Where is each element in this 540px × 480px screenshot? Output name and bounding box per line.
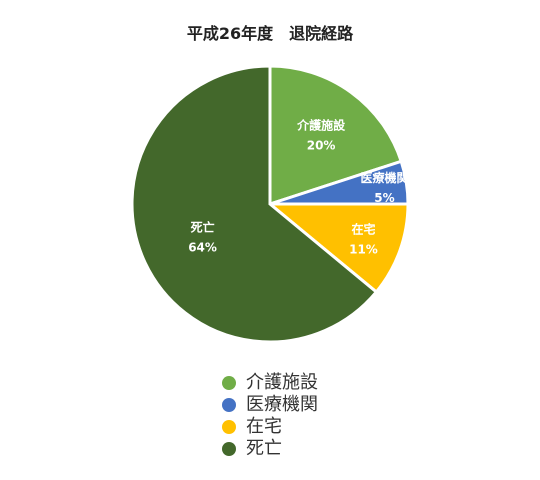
- legend-label-nursing-facility: 介護施設: [246, 372, 318, 393]
- legend-label-medical-institution: 医療機関: [246, 394, 318, 415]
- slice-percent-label-home: 11%: [349, 243, 378, 257]
- slice-category-label-nursing-facility: 介護施設: [296, 118, 346, 133]
- legend-item-home: 在宅: [222, 416, 318, 438]
- pie-slice-home: [265, 202, 410, 295]
- slice-percent-label-nursing-facility: 20%: [307, 139, 336, 153]
- slice-category-label-home: 在宅: [351, 222, 375, 237]
- legend-item-nursing-facility: 介護施設: [222, 372, 318, 394]
- legend-swatch-nursing-facility: [222, 376, 236, 390]
- legend-label-death: 死亡: [246, 438, 282, 459]
- slice-percent-label-death: 64%: [188, 241, 217, 255]
- legend-swatch-death: [222, 442, 236, 456]
- pie-slice-nursing-facility: [268, 64, 404, 207]
- slice-percent-label-medical-institution: 5%: [374, 191, 394, 205]
- legend-swatch-home: [222, 420, 236, 434]
- legend-swatch-medical-institution: [222, 398, 236, 412]
- chart-title: 平成26年度 退院経路: [186, 24, 354, 43]
- legend: 介護施設 医療機関 在宅 死亡: [222, 372, 318, 460]
- slice-category-label-medical-institution: 医療機関: [360, 170, 408, 185]
- slice-category-label-death: 死亡: [191, 220, 215, 235]
- legend-item-medical-institution: 医療機関: [222, 394, 318, 416]
- legend-item-death: 死亡: [222, 438, 318, 460]
- pie-slice-death: [130, 64, 379, 344]
- legend-label-home: 在宅: [246, 416, 282, 437]
